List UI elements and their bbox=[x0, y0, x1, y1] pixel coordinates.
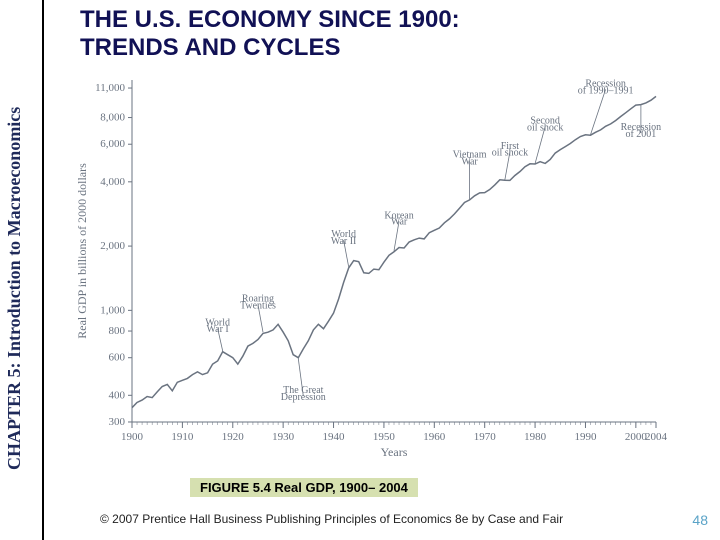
svg-text:War II: War II bbox=[331, 236, 357, 247]
chapter-label: CHAPTER 5: Introduction to Macroeconomic… bbox=[4, 107, 25, 470]
figure-title: Real GDP, 1900– 2004 bbox=[271, 480, 408, 495]
title-line-1: THE U.S. ECONOMY SINCE 1900: bbox=[80, 6, 460, 34]
svg-text:1930: 1930 bbox=[272, 431, 295, 443]
figure-label: FIGURE 5.4 bbox=[200, 480, 271, 495]
svg-text:2004: 2004 bbox=[645, 431, 668, 443]
svg-text:4,000: 4,000 bbox=[100, 176, 125, 188]
gdp-chart-svg: 300 400 600 800 1,000 2,000 4,000 6,000 8,000 11,… bbox=[70, 74, 670, 466]
figure-caption: FIGURE 5.4 Real GDP, 1900– 2004 bbox=[190, 478, 418, 497]
svg-text:1900: 1900 bbox=[121, 431, 144, 443]
svg-text:1960: 1960 bbox=[423, 431, 446, 443]
svg-text:of 1990–1991: of 1990–1991 bbox=[578, 86, 634, 97]
vertical-rule bbox=[42, 0, 44, 540]
svg-text:War: War bbox=[391, 217, 408, 228]
svg-text:1940: 1940 bbox=[323, 431, 346, 443]
svg-text:1,000: 1,000 bbox=[100, 304, 125, 316]
svg-text:War: War bbox=[461, 157, 478, 168]
svg-text:1920: 1920 bbox=[222, 431, 245, 443]
svg-text:11,000: 11,000 bbox=[95, 82, 125, 94]
svg-text:300: 300 bbox=[109, 416, 126, 428]
title-line-2: TRENDS AND CYCLES bbox=[80, 34, 460, 62]
svg-text:Depression: Depression bbox=[281, 392, 326, 403]
svg-text:1910: 1910 bbox=[171, 431, 194, 443]
svg-text:oil shock: oil shock bbox=[527, 123, 563, 134]
gdp-chart: 300 400 600 800 1,000 2,000 4,000 6,000 8,000 11,… bbox=[70, 74, 670, 466]
svg-text:Years: Years bbox=[381, 445, 408, 459]
slide-title: THE U.S. ECONOMY SINCE 1900: TRENDS AND … bbox=[80, 6, 460, 61]
slide: CHAPTER 5: Introduction to Macroeconomic… bbox=[0, 0, 720, 540]
svg-text:oil shock: oil shock bbox=[492, 148, 528, 159]
svg-text:8,000: 8,000 bbox=[100, 112, 125, 124]
svg-text:2000: 2000 bbox=[625, 431, 648, 443]
svg-text:6,000: 6,000 bbox=[100, 138, 125, 150]
svg-text:1980: 1980 bbox=[524, 431, 547, 443]
svg-text:1990: 1990 bbox=[574, 431, 597, 443]
svg-text:War I: War I bbox=[207, 324, 229, 335]
copyright: © 2007 Prentice Hall Business Publishing… bbox=[100, 512, 563, 526]
svg-text:600: 600 bbox=[109, 352, 126, 364]
svg-text:1970: 1970 bbox=[474, 431, 497, 443]
svg-text:of 2001: of 2001 bbox=[625, 129, 656, 140]
svg-text:800: 800 bbox=[109, 325, 126, 337]
svg-text:400: 400 bbox=[109, 389, 126, 401]
svg-text:Twenties: Twenties bbox=[240, 301, 276, 312]
svg-text:2,000: 2,000 bbox=[100, 240, 125, 252]
svg-text:Real GDP in billions of 2000 d: Real GDP in billions of 2000 dollars bbox=[75, 163, 89, 339]
page-number: 48 bbox=[692, 512, 708, 528]
svg-text:1950: 1950 bbox=[373, 431, 396, 443]
